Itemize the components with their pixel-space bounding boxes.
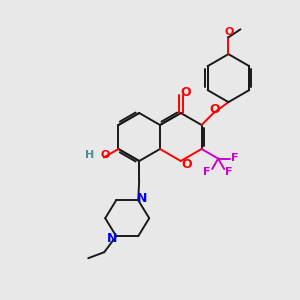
Text: O: O [181,86,191,100]
Text: O: O [209,103,220,116]
Text: F: F [203,167,211,177]
Text: F: F [231,153,239,163]
Text: O: O [101,150,110,161]
Text: F: F [225,167,233,177]
Text: H: H [85,150,94,161]
Text: N: N [137,192,147,205]
Text: O: O [182,158,192,172]
Text: O: O [225,27,234,37]
Text: N: N [107,232,117,245]
